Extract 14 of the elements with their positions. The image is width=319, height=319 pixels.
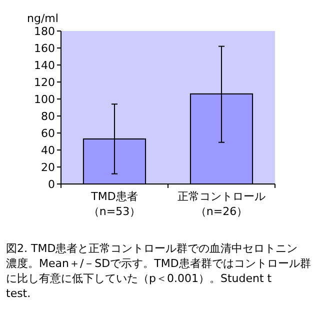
x-tick-label: TMD患者（n=53） <box>88 190 141 218</box>
y-tick-label: 140 <box>34 58 55 72</box>
y-tick-label: 180 <box>34 24 55 38</box>
y-tick-label: 120 <box>34 76 55 89</box>
y-tick-label: 0 <box>48 178 55 191</box>
y-tick-label: 40 <box>41 144 55 157</box>
y-axis-title: ng/ml <box>27 12 58 25</box>
y-tick-label: 60 <box>41 126 55 140</box>
caption: 図2. TMD患者と正常コントロール群での血清中セロトニン濃度。Mean＋/－SDで示す。TMD患者群ではコントロール群に比し有意に低下していた（p＜0.001）。Student t test. <box>6 242 311 300</box>
y-tick-label: 100 <box>34 92 55 106</box>
y-tick-label: 80 <box>41 110 55 123</box>
y-tick-label: 160 <box>34 42 55 55</box>
x-tick-label: 正常コントロール（n=26） <box>178 190 266 218</box>
y-tick-label: 20 <box>41 160 55 174</box>
